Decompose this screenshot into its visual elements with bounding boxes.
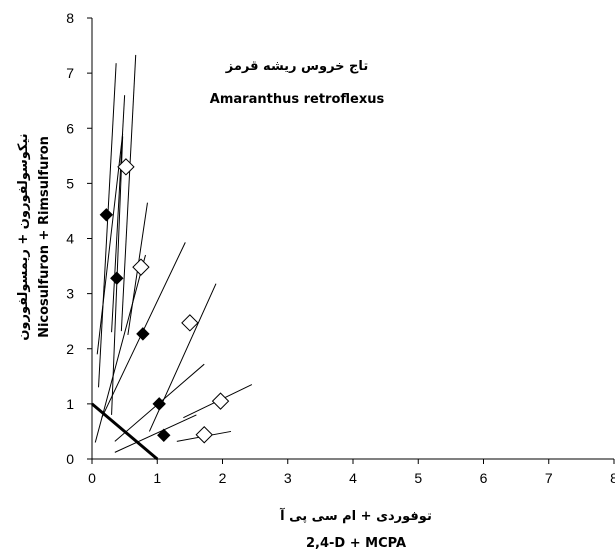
y-tick-label: 4 bbox=[66, 231, 74, 247]
x-tick-label: 8 bbox=[610, 470, 615, 486]
open-diamond-point bbox=[132, 258, 150, 276]
x-axis-label-fa: توفوردی + ام سی پی آ bbox=[279, 507, 432, 524]
ci-lines bbox=[94, 54, 253, 453]
y-tick-label: 0 bbox=[66, 451, 74, 467]
y-tick-label: 6 bbox=[66, 120, 74, 136]
chart-title: تاج خروس ریشه قرمز bbox=[225, 59, 368, 74]
y-tick-label: 1 bbox=[66, 396, 74, 412]
x-tick-label: 7 bbox=[545, 470, 553, 486]
x-tick-label: 2 bbox=[219, 470, 227, 486]
y-tick-label: 2 bbox=[66, 341, 74, 357]
axes: 0 1 2 3 4 5 6 7 8 0 1 2 3 4 5 6 7 8 bbox=[66, 10, 615, 486]
y-tick-label: 8 bbox=[66, 10, 74, 26]
filled-diamond-point bbox=[152, 397, 166, 411]
open-diamond-point bbox=[195, 426, 213, 444]
x-tick-label: 6 bbox=[480, 470, 488, 486]
chart-subtitle: Amaranthus retroflexus bbox=[210, 92, 385, 107]
confidence-line bbox=[111, 95, 126, 333]
filled-diamond-point bbox=[110, 271, 124, 285]
filled-diamond-point bbox=[157, 428, 171, 443]
y-tick-label: 7 bbox=[66, 65, 74, 81]
data-points bbox=[99, 158, 230, 444]
confidence-line bbox=[94, 254, 146, 443]
open-diamond-point bbox=[117, 158, 135, 176]
confidence-line bbox=[96, 133, 124, 355]
confidence-line bbox=[98, 63, 117, 388]
x-tick-label: 0 bbox=[88, 470, 96, 486]
y-axis-label-en: Nicosulfuron + Rimsulfuron bbox=[37, 136, 52, 338]
y-tick-label: 3 bbox=[66, 286, 74, 302]
x-tick-label: 1 bbox=[153, 470, 161, 486]
x-tick-label: 3 bbox=[284, 470, 292, 486]
filled-diamond-point bbox=[136, 327, 150, 341]
y-tick-label: 5 bbox=[66, 175, 74, 191]
open-diamond-point bbox=[211, 392, 230, 410]
x-tick-label: 4 bbox=[349, 470, 357, 486]
isobole-line bbox=[91, 402, 159, 461]
x-axis-label-en: 2,4-D + MCPA bbox=[306, 536, 406, 551]
confidence-line bbox=[120, 54, 137, 332]
open-diamond-point bbox=[181, 314, 199, 332]
y-axis-label-fa: نیکوسولفورون + ریمسولفورون bbox=[16, 133, 31, 340]
x-tick-label: 5 bbox=[414, 470, 422, 486]
confidence-line bbox=[114, 414, 197, 453]
filled-diamond-point bbox=[99, 208, 114, 222]
isobole-line-group bbox=[91, 402, 159, 461]
